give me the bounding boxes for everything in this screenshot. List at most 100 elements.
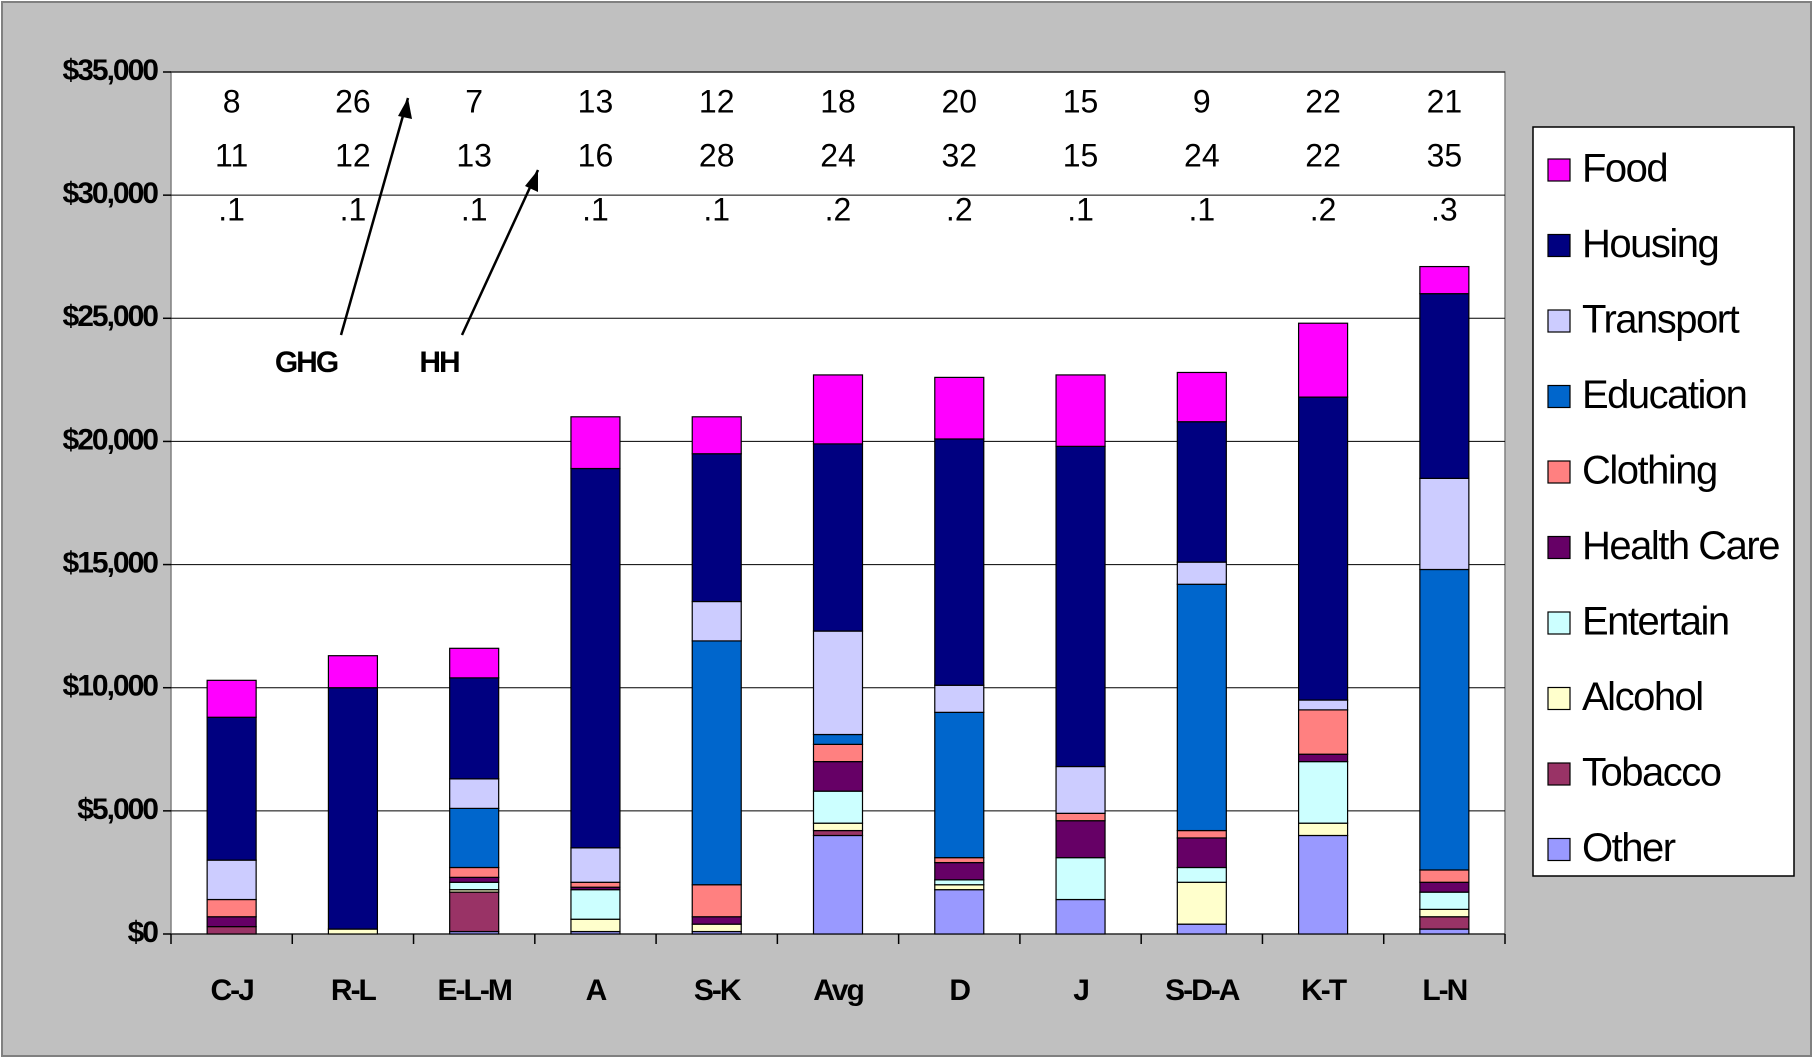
y-tick-label: $15,000 <box>63 546 159 579</box>
legend-label: Entertain <box>1582 600 1729 644</box>
y-tick-label: $20,000 <box>63 423 159 456</box>
legend-label: Transport <box>1582 298 1740 342</box>
bar-segment <box>1419 881 1470 893</box>
annotation-value: 21 <box>1427 83 1463 119</box>
bar-segment <box>1055 445 1106 768</box>
bar-segment <box>934 879 985 886</box>
bar-segment <box>570 918 621 933</box>
bar-segment <box>691 884 742 918</box>
bar-segment <box>934 857 985 864</box>
bar-segment <box>691 923 742 933</box>
bar-segment <box>570 467 621 849</box>
annotation-value: 32 <box>941 137 977 173</box>
bar-segment <box>934 884 985 891</box>
arrow <box>460 169 540 336</box>
bar-segment <box>206 926 257 935</box>
annotation-value: 11 <box>215 137 248 173</box>
annotation-value: .1 <box>582 191 609 227</box>
bar-segment <box>1055 374 1106 447</box>
bar-segment <box>691 600 742 642</box>
x-tick-label: S-K <box>694 974 742 1007</box>
annotation-value: 22 <box>1305 137 1341 173</box>
bar-segment <box>1055 820 1106 859</box>
legend-swatch <box>1547 233 1571 258</box>
legend-swatch <box>1547 762 1571 786</box>
x-tick-label: D <box>949 974 970 1007</box>
legend-label: Tobacco <box>1582 751 1721 795</box>
bar-segment <box>691 916 742 925</box>
annotation-value: 12 <box>335 137 371 173</box>
annotation-value: 16 <box>578 137 614 173</box>
x-tick-label: R-L <box>331 974 377 1007</box>
annotation-value: 13 <box>578 83 614 119</box>
bar-segment <box>691 453 742 603</box>
legend-label: Education <box>1582 373 1746 417</box>
x-tick-label: S-D-A <box>1165 974 1240 1007</box>
bar-segment <box>449 677 500 780</box>
annotation-value: 18 <box>820 83 856 119</box>
bar-segment <box>1297 760 1349 824</box>
bar-segment <box>1055 898 1106 935</box>
annotation-value: 28 <box>699 137 735 173</box>
bar-segment <box>449 807 500 869</box>
x-tick-label: E-L-M <box>438 974 511 1007</box>
annotation-value: 12 <box>699 83 735 119</box>
bar-segment <box>1419 293 1470 479</box>
bar-segment <box>1419 477 1470 571</box>
bar-segment <box>934 376 985 440</box>
arrow-head <box>525 170 538 192</box>
legend-label: Housing <box>1582 222 1718 266</box>
bar-segment <box>449 881 500 891</box>
bar-segment <box>1297 753 1349 763</box>
annotation-value: 8 <box>223 83 241 119</box>
bar-segment <box>934 889 985 935</box>
bar-segment <box>1297 699 1349 711</box>
annotation-value: 22 <box>1305 83 1341 119</box>
bar-segment <box>934 438 985 686</box>
bar-segment <box>570 889 621 920</box>
arrow-head <box>398 98 412 119</box>
bar-segment <box>449 891 500 933</box>
annotation-value: .1 <box>340 191 367 227</box>
bar-segment <box>449 778 500 809</box>
bar-segment <box>1297 396 1349 701</box>
bar-segment <box>1419 891 1470 910</box>
bar-segment <box>1176 561 1227 585</box>
bar-segment <box>1176 866 1227 883</box>
legend-swatch <box>1547 460 1571 484</box>
bar-segment <box>1176 829 1227 839</box>
arrow <box>339 97 410 336</box>
legend-swatch <box>1547 535 1571 560</box>
bar-segment <box>812 834 864 935</box>
legend-swatch <box>1547 384 1571 409</box>
x-tick-label: K-T <box>1301 974 1347 1007</box>
bar-segment <box>327 928 379 935</box>
annotation-value: .1 <box>1188 191 1215 227</box>
annotation-value: .1 <box>703 191 730 227</box>
x-tick-label: A <box>586 974 607 1007</box>
bar-segment <box>812 630 864 736</box>
bar-segment <box>1176 421 1227 563</box>
legend-label: Clothing <box>1582 449 1717 493</box>
bar-segment <box>812 743 864 763</box>
annotation-value: 15 <box>1063 83 1099 119</box>
x-tick-label: Avg <box>813 974 863 1007</box>
annotation-value: 7 <box>465 83 483 119</box>
bar-segment <box>1419 908 1470 918</box>
bar-segment <box>1055 857 1106 901</box>
bar-segment <box>570 416 621 470</box>
legend-label: Food <box>1582 147 1667 191</box>
bar-segment <box>327 655 379 689</box>
annotation-value: 26 <box>335 83 371 119</box>
bar-segment <box>449 876 500 883</box>
x-tick-label: C-J <box>210 974 253 1007</box>
annotation-value: 35 <box>1427 137 1463 173</box>
bar-segment <box>812 443 864 632</box>
bar-segment <box>1297 322 1349 398</box>
annotation-value: .1 <box>1067 191 1094 227</box>
annotation-value: 24 <box>820 137 856 173</box>
bar-segment <box>1297 822 1349 837</box>
legend-swatch <box>1547 837 1571 862</box>
